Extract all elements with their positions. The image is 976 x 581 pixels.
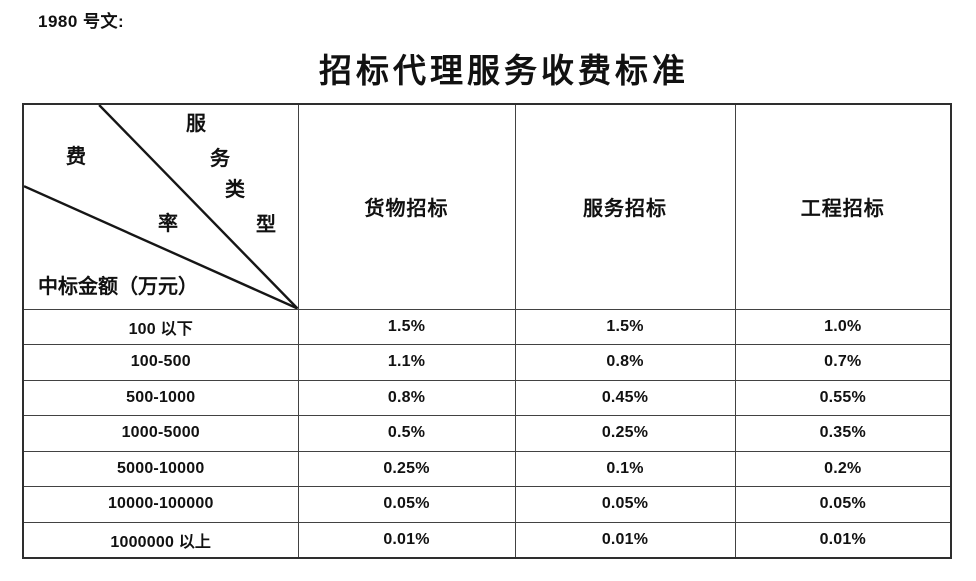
row-axis-label: 中标金额（万元）: [38, 274, 198, 298]
rate-cell: 0.01%: [297, 521, 516, 558]
table-row: 100 以下 1.5% 1.5% 1.0%: [22, 308, 952, 345]
fee-schedule-table: 服 务 类 型 费 率 中标金额（万元） 货物招标 服务招标 工程招标 100 …: [22, 103, 952, 559]
rate-cell: 0.01%: [734, 521, 952, 558]
diagonal-header-cell: 服 务 类 型 费 率 中标金额（万元）: [22, 103, 299, 310]
table-row: 100-500 1.1% 0.8% 0.7%: [22, 344, 952, 381]
rate-cell: 1.1%: [297, 344, 516, 381]
rate-cell: 0.05%: [514, 486, 736, 523]
diagonal-divider-lines: [24, 105, 297, 308]
rate-cell: 0.8%: [297, 379, 516, 416]
rate-cell: 0.05%: [297, 486, 516, 523]
rate-cell: 1.5%: [514, 308, 736, 345]
rate-cell: 0.05%: [734, 486, 952, 523]
rate-cell: 0.25%: [514, 415, 736, 452]
amount-cell: 100 以下: [22, 308, 299, 345]
rate-cell: 0.8%: [514, 344, 736, 381]
rate-cell: 0.45%: [514, 379, 736, 416]
rate-cell: 0.55%: [734, 379, 952, 416]
rate-cell: 1.0%: [734, 308, 952, 345]
rate-cell: 0.7%: [734, 344, 952, 381]
amount-cell: 10000-100000: [22, 486, 299, 523]
column-header-works: 工程招标: [734, 103, 952, 310]
amount-cell: 1000-5000: [22, 415, 299, 452]
amount-cell: 500-1000: [22, 379, 299, 416]
rate-cell: 0.35%: [734, 415, 952, 452]
service-type-char: 类: [225, 177, 245, 201]
column-header-goods: 货物招标: [297, 103, 516, 310]
column-header-services: 服务招标: [514, 103, 736, 310]
page-title: 招标代理服务收费标准: [319, 51, 689, 90]
amount-cell: 5000-10000: [22, 450, 299, 487]
table-row: 1000-5000 0.5% 0.25% 0.35%: [22, 415, 952, 452]
service-type-char: 服: [186, 111, 206, 135]
table-row: 5000-10000 0.25% 0.1% 0.2%: [22, 450, 952, 487]
header-row: 服 务 类 型 费 率 中标金额（万元） 货物招标 服务招标 工程招标: [22, 103, 952, 310]
table-row: 10000-100000 0.05% 0.05% 0.05%: [22, 486, 952, 523]
doc-number: 1980 号文:: [38, 12, 125, 31]
rate-cell: 1.5%: [297, 308, 516, 345]
amount-cell: 100-500: [22, 344, 299, 381]
service-type-char: 务: [210, 146, 230, 170]
rate-cell: 0.01%: [514, 521, 736, 558]
rate-axis-char: 费: [66, 144, 86, 168]
rate-axis-char: 率: [158, 211, 178, 235]
rate-cell: 0.25%: [297, 450, 516, 487]
amount-cell: 1000000 以上: [22, 521, 299, 558]
table-row: 500-1000 0.8% 0.45% 0.55%: [22, 379, 952, 416]
table-row: 1000000 以上 0.01% 0.01% 0.01%: [22, 521, 952, 558]
rate-cell: 0.2%: [734, 450, 952, 487]
service-type-char: 型: [256, 212, 276, 236]
rate-cell: 0.1%: [514, 450, 736, 487]
rate-cell: 0.5%: [297, 415, 516, 452]
